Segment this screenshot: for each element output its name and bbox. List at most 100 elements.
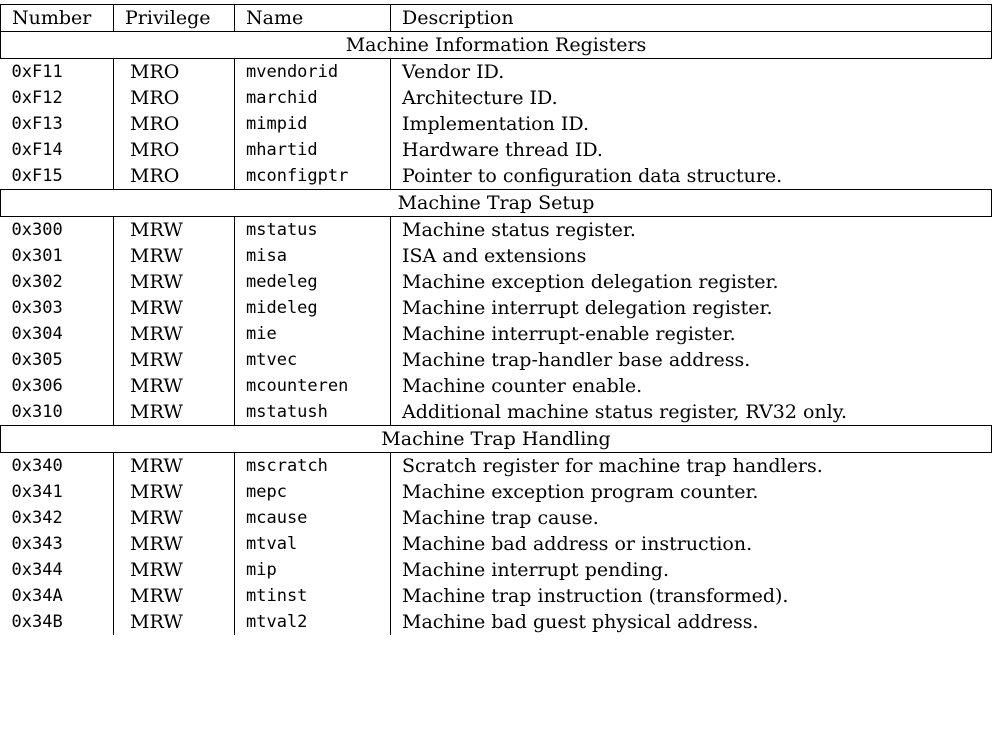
register-privilege: MRW	[113, 269, 235, 295]
register-name: mimpid	[234, 111, 391, 137]
header-row: Number Privilege Name Description	[0, 4, 992, 32]
register-number: 0x344	[11, 560, 63, 580]
register-privilege: MRW	[113, 557, 235, 583]
register-name: misa	[234, 243, 391, 269]
header-privilege: Privilege	[113, 4, 235, 32]
table-row: 0x34B MRW mtval2 Machine bad guest physical…	[1, 609, 992, 635]
register-name: mstatush	[234, 399, 391, 426]
register-description: Machine bad address or instruction.	[390, 531, 992, 557]
register-privilege: MRO	[113, 85, 235, 111]
register-name: mvendorid	[234, 58, 391, 85]
table-row: 0x343 MRW mtval Machine bad address or inst…	[1, 531, 992, 557]
register-description: Machine interrupt-enable register.	[390, 321, 992, 347]
table-body: Machine Information Registers 0xF11 MRO mve…	[0, 31, 992, 635]
register-privilege: MRO	[113, 137, 235, 163]
register-name: mcause	[234, 505, 391, 531]
register-description: Machine interrupt delegation register.	[390, 295, 992, 321]
register-description: Vendor ID.	[390, 58, 992, 85]
register-number: 0x341	[11, 482, 63, 502]
table-header: Number Privilege Name Description	[0, 4, 992, 32]
register-number: 0x304	[11, 324, 63, 344]
register-description: Implementation ID.	[390, 111, 992, 137]
register-name: mcounteren	[234, 373, 391, 399]
register-description: Machine exception delegation register.	[390, 269, 992, 295]
register-description: ISA and extensions	[390, 243, 992, 269]
register-name: mscratch	[234, 452, 391, 479]
register-name: medeleg	[234, 269, 391, 295]
register-name: mip	[234, 557, 391, 583]
table-row: 0x302 MRW medeleg Machine exception delegat…	[1, 269, 992, 295]
section-header-row: Machine Trap Handling	[0, 425, 992, 453]
table-row: 0x304 MRW mie Machine interrupt-enable regi…	[1, 321, 992, 347]
register-number: 0x340	[11, 456, 63, 476]
register-number: 0x342	[11, 508, 63, 528]
register-name: mie	[234, 321, 391, 347]
register-privilege: MRO	[113, 58, 235, 85]
register-name: mhartid	[234, 137, 391, 163]
register-description: Additional machine status register, RV32…	[390, 399, 992, 426]
register-description: Machine trap-handler base address.	[390, 347, 992, 373]
register-description: Scratch register for machine trap handle…	[390, 452, 992, 479]
register-privilege: MRW	[113, 347, 235, 373]
register-description: Machine exception program counter.	[390, 479, 992, 505]
header-description: Description	[390, 4, 992, 32]
register-name: mtinst	[234, 583, 391, 609]
register-description: Machine trap cause.	[390, 505, 992, 531]
register-number: 0x302	[11, 272, 63, 292]
register-number: 0x343	[11, 534, 63, 554]
register-number: 0xF11	[11, 62, 63, 82]
table-row: 0x344 MRW mip Machine interrupt pending.	[1, 557, 992, 583]
table-row: 0x340 MRW mscratch Scratch register for mac…	[1, 452, 992, 479]
register-privilege: MRW	[113, 216, 235, 243]
register-privilege: MRW	[113, 373, 235, 399]
section-header-row: Machine Information Registers	[0, 31, 992, 59]
register-name: mstatus	[234, 216, 391, 243]
register-name: mideleg	[234, 295, 391, 321]
register-description: Machine trap instruction (transformed).	[390, 583, 992, 609]
register-privilege: MRO	[113, 111, 235, 137]
register-name: mconfigptr	[234, 163, 391, 190]
register-description: Architecture ID.	[390, 85, 992, 111]
register-description: Machine bad guest physical address.	[390, 609, 992, 635]
register-privilege: MRO	[113, 163, 235, 190]
section-title: Machine Trap Handling	[0, 425, 992, 453]
register-name: marchid	[234, 85, 391, 111]
register-description: Machine status register.	[390, 216, 992, 243]
register-description: Hardware thread ID.	[390, 137, 992, 163]
table-row: 0xF15 MRO mconfigptr Pointer to configurati…	[0, 163, 992, 190]
register-number: 0x301	[11, 246, 63, 266]
section-header-row: Machine Trap Setup	[0, 189, 992, 217]
register-number: 0xF14	[11, 140, 63, 160]
register-privilege: MRW	[113, 609, 235, 635]
register-number: 0x300	[11, 220, 63, 240]
table-row: 0x310 MRW mstatush Additional machine statu…	[0, 399, 992, 426]
register-name: mtval2	[234, 609, 391, 635]
register-privilege: MRW	[113, 295, 235, 321]
section-title: Machine Trap Setup	[0, 189, 992, 217]
register-name: mtval	[234, 531, 391, 557]
table-row: 0xF14 MRO mhartid Hardware thread ID.	[1, 137, 992, 163]
register-description: Machine interrupt pending.	[390, 557, 992, 583]
section-title: Machine Information Registers	[0, 31, 992, 59]
header-number: Number	[0, 4, 114, 32]
table-row: 0x301 MRW misa ISA and extensions	[1, 243, 992, 269]
table-row: 0x306 MRW mcounteren Machine counter enable…	[1, 373, 992, 399]
header-name: Name	[234, 4, 391, 32]
register-name: mtvec	[234, 347, 391, 373]
register-name: mepc	[234, 479, 391, 505]
register-privilege: MRW	[113, 531, 235, 557]
register-number: 0x34A	[11, 586, 63, 606]
register-number: 0x310	[0, 399, 114, 426]
table-row: 0x303 MRW mideleg Machine interrupt delegat…	[1, 295, 992, 321]
register-privilege: MRW	[113, 399, 235, 426]
register-privilege: MRW	[113, 243, 235, 269]
csr-table: Number Privilege Name Description Machin…	[0, 4, 992, 635]
register-privilege: MRW	[113, 452, 235, 479]
register-privilege: MRW	[113, 321, 235, 347]
register-number: 0x303	[11, 298, 63, 318]
register-number: 0xF15	[0, 163, 114, 190]
register-privilege: MRW	[113, 583, 235, 609]
table-row: 0xF11 MRO mvendorid Vendor ID.	[1, 58, 992, 85]
table-row: 0x341 MRW mepc Machine exception program co…	[1, 479, 992, 505]
table-row: 0xF12 MRO marchid Architecture ID.	[1, 85, 992, 111]
